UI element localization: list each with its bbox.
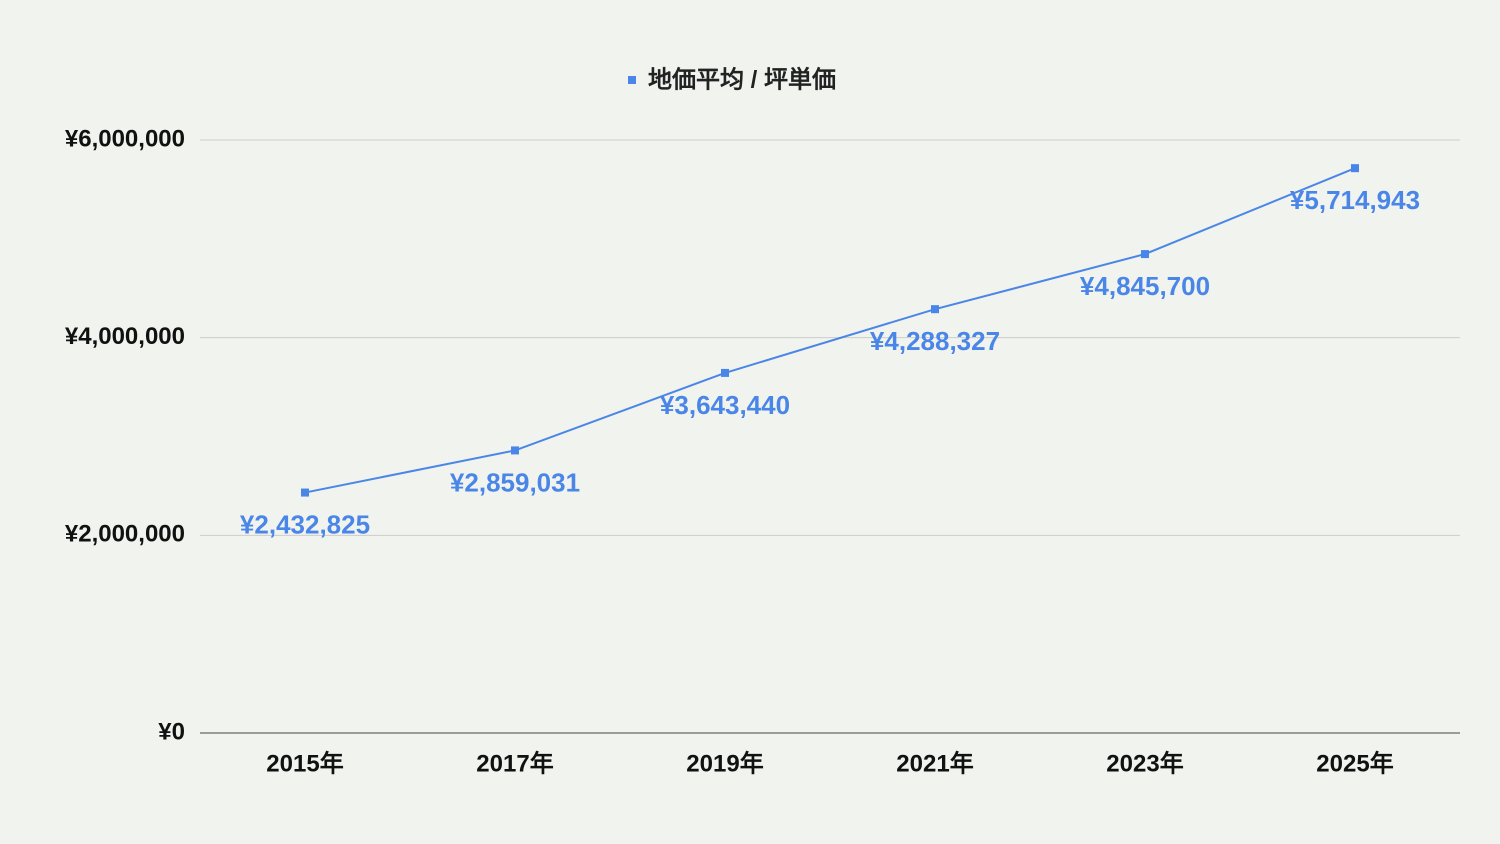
data-label: ¥3,643,440 (660, 390, 790, 420)
y-tick-label: ¥0 (158, 718, 185, 745)
data-label: ¥5,714,943 (1290, 185, 1420, 215)
y-tick-label: ¥2,000,000 (65, 521, 185, 548)
legend-marker (628, 76, 636, 84)
data-label: ¥2,432,825 (240, 509, 370, 539)
data-label: ¥4,288,327 (870, 326, 1000, 356)
data-label: ¥4,845,700 (1080, 271, 1210, 301)
marker (1141, 250, 1149, 259)
marker (511, 446, 519, 455)
y-tick-label: ¥6,000,000 (65, 125, 185, 152)
legend-label: 地価平均 / 坪単価 (648, 65, 836, 93)
y-tick-label: ¥4,000,000 (65, 323, 185, 350)
marker (301, 488, 309, 497)
marker (931, 305, 939, 314)
x-tick-label: 2023年 (1106, 749, 1183, 777)
data-label: ¥2,859,031 (450, 467, 580, 497)
x-tick-label: 2017年 (476, 749, 553, 777)
x-tick-label: 2021年 (896, 749, 973, 777)
x-tick-label: 2015年 (266, 749, 343, 777)
marker (721, 368, 729, 377)
marker (1351, 164, 1359, 173)
x-tick-label: 2019年 (686, 749, 763, 777)
line (304, 167, 1356, 494)
x-tick-label: 2025年 (1316, 749, 1393, 777)
